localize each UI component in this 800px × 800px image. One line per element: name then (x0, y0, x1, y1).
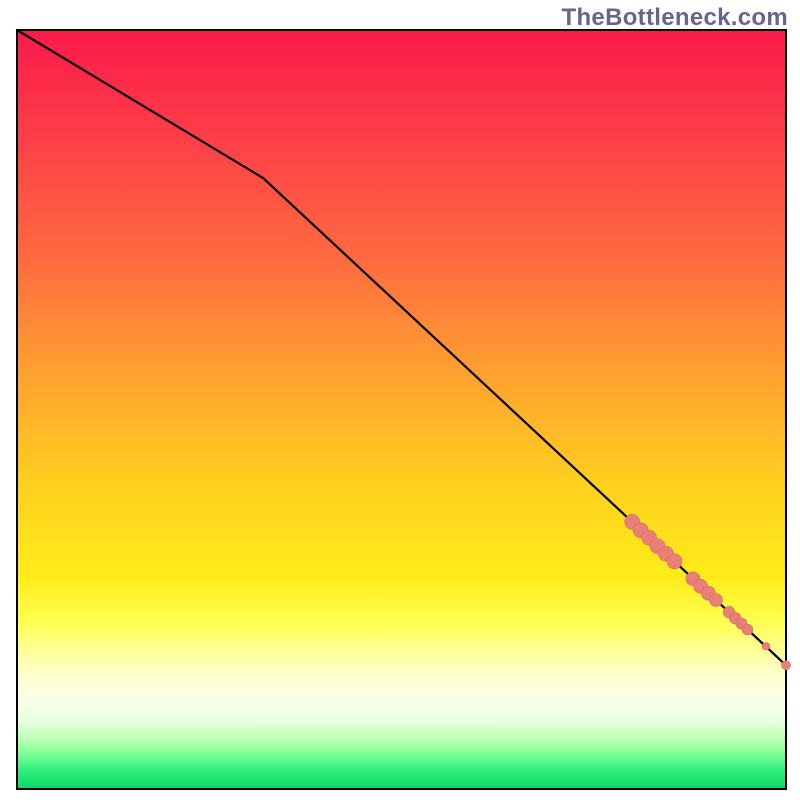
gradient-chart (0, 0, 800, 800)
chart-container: TheBottleneck.com (0, 0, 800, 800)
watermark-text: TheBottleneck.com (562, 4, 788, 32)
